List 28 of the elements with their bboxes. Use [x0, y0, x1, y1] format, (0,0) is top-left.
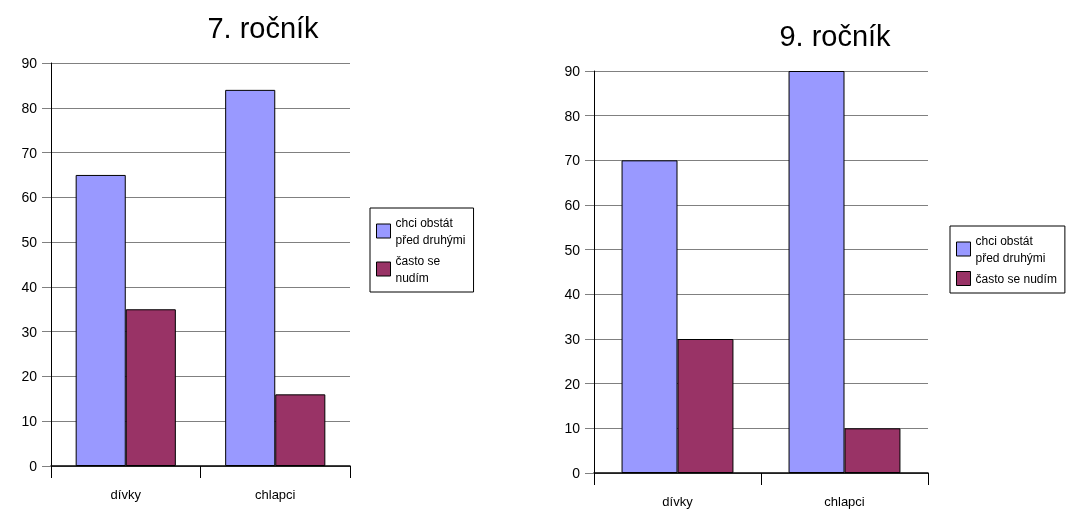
y-tick-label: 90	[21, 55, 38, 71]
y-tick-label: 60	[21, 189, 38, 206]
y-tick-label: 0	[29, 458, 38, 474]
y-tick-label: 70	[564, 152, 581, 169]
y-tick-label: 30	[21, 323, 38, 340]
y-tick-label: 20	[564, 375, 581, 392]
x-tick-label: dívky	[110, 487, 142, 502]
y-tick-label: 90	[564, 63, 581, 79]
x-tick-label: chlapci	[255, 487, 296, 502]
x-tick-label: dívky	[662, 494, 694, 509]
x-tick-label: chlapci	[824, 494, 865, 509]
chart-title: 7. ročník	[207, 11, 320, 44]
y-tick-label: 60	[564, 197, 581, 213]
y-tick-label: 70	[21, 144, 38, 161]
y-tick-label: 50	[564, 241, 581, 258]
legend-label: často se nudím	[395, 253, 441, 285]
y-tick-label: 40	[564, 286, 581, 303]
y-tick-label: 20	[21, 368, 38, 385]
legend-label: často se nudím	[975, 271, 1057, 286]
y-tick-label: 40	[21, 278, 38, 295]
y-tick-label: 80	[21, 99, 38, 116]
chart-title: 9. ročník	[779, 19, 892, 52]
y-tick-label: 30	[564, 331, 581, 347]
y-tick-label: 50	[21, 234, 38, 251]
y-tick-label: 10	[21, 413, 38, 430]
y-tick-label: 80	[564, 107, 581, 124]
y-tick-label: 0	[572, 465, 581, 481]
y-tick-label: 10	[564, 420, 581, 437]
